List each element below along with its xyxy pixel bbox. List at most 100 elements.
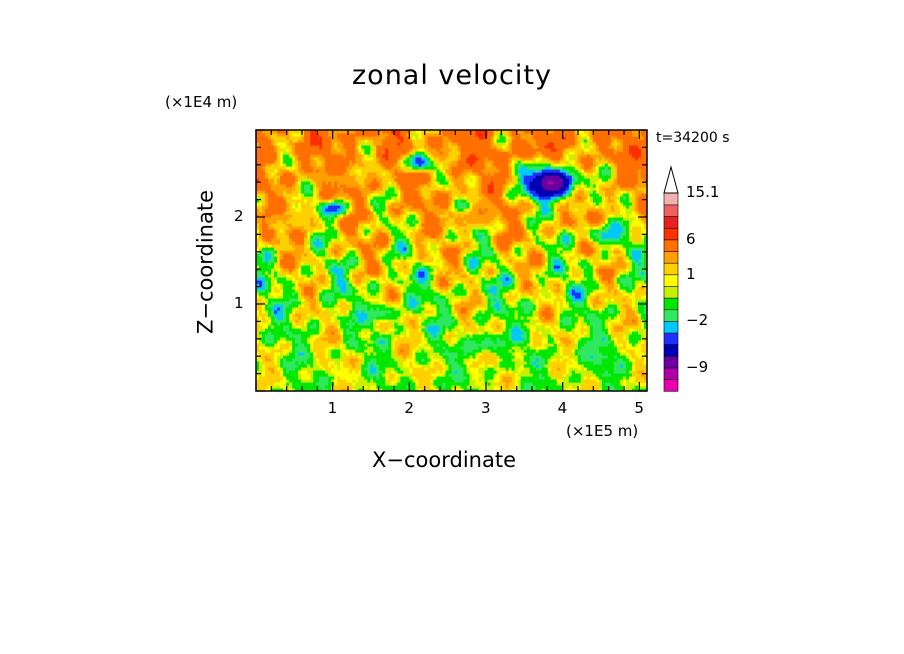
field-cell — [265, 172, 269, 176]
field-cell — [355, 190, 359, 194]
field-cell — [361, 175, 365, 179]
field-cell — [265, 328, 269, 332]
field-cell — [364, 376, 368, 380]
field-cell — [334, 262, 338, 266]
field-cell — [304, 130, 308, 134]
field-cell — [310, 343, 314, 347]
field-cell — [268, 346, 272, 350]
field-cell — [283, 373, 287, 377]
field-cell — [271, 334, 275, 338]
field-cell — [316, 337, 320, 341]
field-cell — [259, 295, 263, 299]
field-cell — [340, 196, 344, 200]
field-cell — [313, 151, 317, 155]
field-cell — [280, 310, 284, 314]
field-cell — [304, 193, 308, 197]
field-cell — [256, 388, 260, 391]
field-cell — [307, 382, 311, 386]
field-cell — [325, 382, 329, 386]
field-cell — [364, 265, 368, 269]
field-cell — [313, 232, 317, 236]
field-cell — [280, 226, 284, 230]
field-cell — [355, 355, 359, 359]
field-cell — [346, 280, 350, 284]
field-cell — [322, 274, 326, 278]
field-cell — [268, 145, 272, 149]
field-cell — [283, 220, 287, 224]
field-cell — [337, 199, 341, 203]
field-cell — [259, 379, 263, 383]
field-cell — [346, 184, 350, 188]
field-cell — [364, 346, 368, 350]
field-cell — [358, 190, 362, 194]
field-cell — [346, 352, 350, 356]
field-cell — [334, 382, 338, 386]
field-cell — [358, 172, 362, 176]
field-cell — [286, 343, 290, 347]
field-cell — [256, 223, 260, 227]
field-cell — [352, 193, 356, 197]
field-cell — [337, 340, 341, 344]
field-cell — [364, 133, 368, 137]
field-cell — [352, 223, 356, 227]
field-cell — [337, 160, 341, 164]
field-cell — [334, 307, 338, 311]
field-cell — [262, 139, 266, 143]
field-cell — [349, 154, 353, 158]
field-cell — [283, 154, 287, 158]
field-cell — [322, 214, 326, 218]
field-cell — [355, 157, 359, 161]
field-cell — [259, 376, 263, 380]
field-cell — [349, 358, 353, 362]
field-cell — [292, 130, 296, 134]
field-cell — [346, 271, 350, 275]
field-cell — [364, 154, 368, 158]
field-cell — [262, 370, 266, 374]
field-cell — [304, 208, 308, 212]
field-cell — [334, 133, 338, 137]
field-cell — [355, 262, 359, 266]
field-cell — [343, 217, 347, 221]
field-cell — [343, 322, 347, 326]
field-cell — [298, 220, 302, 224]
field-cell — [328, 331, 332, 335]
field-cell — [328, 259, 332, 263]
field-cell — [277, 376, 281, 380]
field-cell — [319, 184, 323, 188]
field-cell — [313, 211, 317, 215]
field-cell — [298, 208, 302, 212]
field-cell — [295, 184, 299, 188]
field-cell — [307, 286, 311, 290]
field-cell — [331, 235, 335, 239]
field-cell — [328, 142, 332, 146]
field-cell — [304, 298, 308, 302]
field-cell — [274, 340, 278, 344]
field-cell — [364, 181, 368, 185]
field-cell — [280, 289, 284, 293]
field-cell — [277, 352, 281, 356]
field-cell — [325, 337, 329, 341]
field-cell — [361, 229, 365, 233]
field-cell — [337, 247, 341, 251]
field-cell — [358, 262, 362, 266]
field-cell — [316, 298, 320, 302]
field-cell — [280, 385, 284, 389]
field-cell — [271, 226, 275, 230]
field-cell — [265, 301, 269, 305]
field-cell — [346, 283, 350, 287]
field-cell — [322, 388, 326, 391]
field-cell — [292, 247, 296, 251]
field-cell — [262, 385, 266, 389]
field-cell — [295, 250, 299, 254]
field-cell — [313, 259, 317, 263]
field-cell — [271, 151, 275, 155]
field-cell — [274, 217, 278, 221]
field-cell — [301, 247, 305, 251]
field-cell — [349, 199, 353, 203]
field-cell — [349, 253, 353, 257]
field-cell — [292, 244, 296, 248]
field-cell — [301, 307, 305, 311]
field-cell — [325, 301, 329, 305]
field-cell — [295, 277, 299, 281]
